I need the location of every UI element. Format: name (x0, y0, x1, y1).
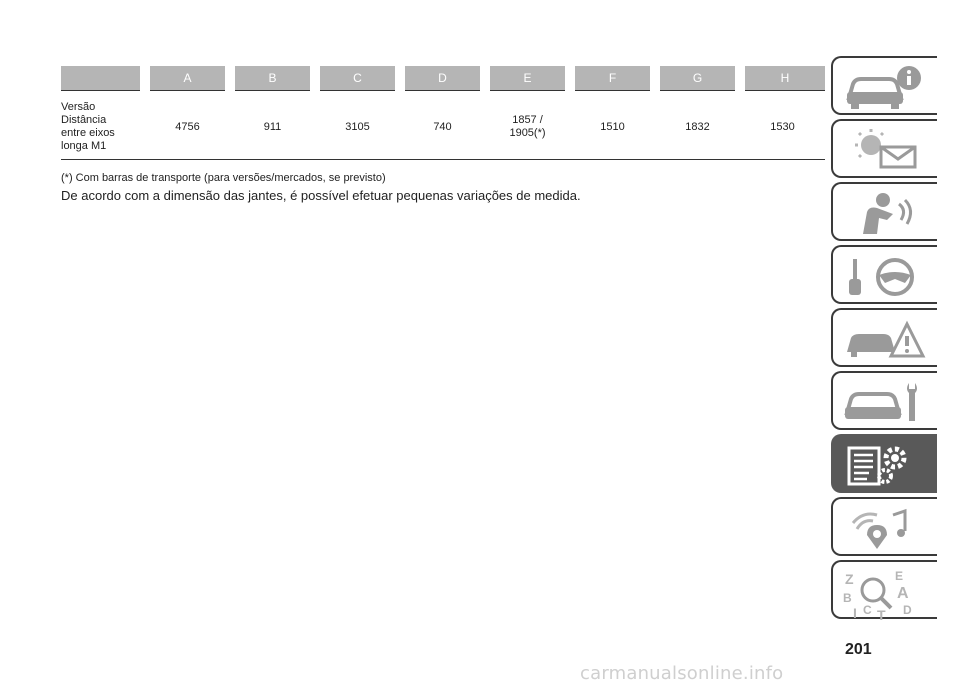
value-cell-e: 1857 / 1905(*) (485, 90, 570, 160)
row-label-line: Versão (61, 101, 96, 113)
index-letter-d: D (903, 603, 912, 617)
value-cell-f: 1510 (570, 90, 655, 160)
header-cell-c: C (310, 66, 400, 91)
key-steering-wheel-icon (849, 258, 914, 296)
page-number: 201 (845, 641, 872, 658)
row-label-line: entre eixos (61, 127, 115, 139)
value-cell-d: 740 (400, 90, 485, 160)
tab-multimedia[interactable] (831, 497, 937, 556)
tab-key-steering[interactable] (831, 245, 937, 304)
table-header-row: A B C D E F G H (61, 66, 825, 91)
index-letter-c: C (863, 603, 872, 617)
value-cell-h: 1530 (740, 90, 825, 160)
dimensions-table-container: A B C D E F G H Versão Distância entre e… (61, 66, 825, 160)
technical-data-gears-icon (847, 446, 907, 486)
dimensions-table: A B C D E F G H Versão Distância entre e… (61, 66, 825, 160)
index-letter-i: I (853, 605, 857, 620)
tab-service[interactable] (831, 371, 937, 430)
tab-technical-data[interactable] (831, 434, 937, 493)
car-service-wrench-icon (844, 383, 917, 421)
alphabetical-index-icon: Z E B A I C T D (843, 569, 912, 620)
row-label: Versão Distância entre eixos longa M1 (61, 90, 145, 160)
header-cell-h: H (735, 66, 825, 91)
header-cell-d: D (395, 66, 485, 91)
car-breakdown-icon (847, 320, 926, 358)
header-cell-f: F (565, 66, 655, 91)
seat-airbag-icon (863, 193, 912, 234)
tab-car-breakdown[interactable] (831, 308, 937, 367)
header-cell-a: A (140, 66, 230, 91)
index-letter-e: E (895, 569, 903, 583)
tab-seat-airbag[interactable] (831, 182, 937, 241)
index-letter-t: T (877, 607, 886, 620)
value-cell-g: 1832 (655, 90, 740, 160)
row-label-line: longa M1 (61, 140, 107, 152)
value-cell-c: 3105 (315, 90, 400, 160)
footnote: (*) Com barras de transporte (para versõ… (61, 172, 386, 184)
dashboard-lights-icon (855, 129, 917, 169)
value-cell-a: 4756 (145, 90, 230, 160)
dimension-note: De acordo com a dimensão das jantes, é p… (61, 188, 581, 203)
multimedia-icon (851, 508, 907, 549)
header-cell-empty (61, 66, 145, 91)
header-cell-e: E (480, 66, 570, 91)
index-letter-a: A (897, 585, 909, 602)
car-info-icon (846, 66, 921, 109)
tab-car-info[interactable] (831, 56, 937, 115)
row-label-line: Distância (61, 114, 107, 126)
header-cell-g: G (650, 66, 740, 91)
tab-dashboard-lights[interactable] (831, 119, 937, 178)
header-cell-b: B (225, 66, 315, 91)
index-letter-b: B (843, 591, 852, 605)
index-letter-z: Z (845, 571, 854, 587)
value-cell-b: 911 (230, 90, 315, 160)
table-row: Versão Distância entre eixos longa M1 47… (61, 90, 825, 160)
watermark: carmanualsonline.info (580, 663, 784, 684)
tab-alphabetical-index[interactable]: Z E B A I C T D (831, 560, 937, 620)
